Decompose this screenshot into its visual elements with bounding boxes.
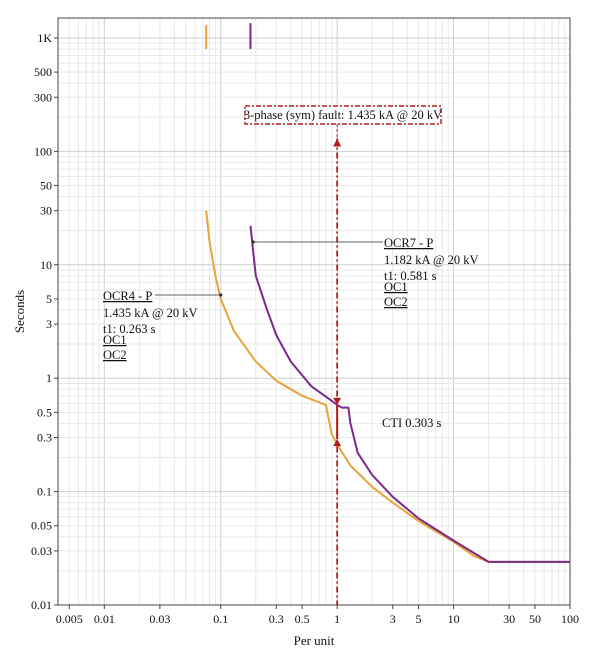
- x-tick-label: 0.03: [149, 612, 170, 626]
- ocr7-annotation-line: OC2: [384, 295, 408, 309]
- y-tick-label: 0.3: [37, 430, 52, 444]
- y-tick-label: 100: [34, 144, 52, 158]
- x-tick-label: 0.1: [213, 612, 228, 626]
- y-tick-label: 10: [40, 258, 52, 272]
- ocr7-annotation-line: OC1: [384, 280, 408, 294]
- y-tick-label: 0.03: [31, 544, 52, 558]
- x-tick-label: 10: [448, 612, 460, 626]
- fault-arrow-head: [333, 138, 342, 147]
- x-tick-label: 0.01: [94, 612, 115, 626]
- x-tick-label: 100: [561, 612, 579, 626]
- x-tick-label: 50: [529, 612, 541, 626]
- cti-arrow-bottom: [333, 439, 342, 447]
- ocr4-annotation-line: 1.435 kA @ 20 kV: [103, 306, 198, 320]
- ocr7-annotation-line: t1: 0.581 s: [384, 269, 437, 283]
- ocr4-leader-dot: [219, 293, 223, 297]
- series-layer: [205, 23, 570, 563]
- y-tick-label: 3: [46, 317, 52, 331]
- ocr7-leader-dot: [251, 240, 255, 244]
- y-tick-label: 30: [40, 204, 52, 218]
- ocr7-annotation-line: 1.182 kA @ 20 kV: [384, 253, 479, 267]
- fault-label-box: [244, 105, 442, 125]
- x-tick-label: 30: [503, 612, 515, 626]
- y-axis-title: Seconds: [12, 290, 27, 333]
- fault-label: 3-phase (sym) fault: 1.435 kA @ 20 kV: [244, 108, 442, 122]
- x-tick-label: 1: [334, 612, 340, 626]
- ocr4-annotation-line: t1: 0.263 s: [103, 322, 156, 336]
- cti-arrow-top: [333, 397, 342, 405]
- ocr4-annotation-line: OCR4 - P: [103, 289, 152, 303]
- y-tick-label: 0.01: [31, 598, 52, 612]
- y-tick-label: 5: [46, 292, 52, 306]
- y-tick-label: 1K: [37, 31, 52, 45]
- series-curve-1: [205, 210, 570, 563]
- ocr7-annotation-line: OCR7 - P: [384, 236, 433, 250]
- series-curve-2: [249, 225, 570, 563]
- fault-layer: 3-phase (sym) fault: 1.435 kA @ 20 kV: [244, 105, 442, 605]
- x-axis-title: Per unit: [294, 633, 335, 648]
- x-tick-label: 5: [416, 612, 422, 626]
- y-tick-label: 0.5: [37, 405, 52, 419]
- x-tick-label: 3: [390, 612, 396, 626]
- y-tick-label: 0.05: [31, 519, 52, 533]
- y-tick-label: 300: [34, 90, 52, 104]
- axis-ticks: 0.005 0.01 0.03 0.1 0.3 0.5 1 3 5 10 30 50 100 0.01 0.…: [31, 31, 579, 626]
- x-tick-label: 0.3: [269, 612, 284, 626]
- plot-area-frame: [57, 17, 571, 606]
- cti-annotation: CTI 0.303 s: [382, 416, 442, 430]
- ocr4-annotation-line: OC1: [103, 333, 127, 347]
- x-tick-label: 0.5: [295, 612, 310, 626]
- grid-lines: [57, 18, 571, 606]
- y-tick-label: 1: [46, 371, 52, 385]
- ocr4-annotation-line: OC2: [103, 348, 127, 362]
- y-tick-label: 50: [40, 179, 52, 193]
- y-tick-label: 500: [34, 65, 52, 79]
- y-tick-label: 0.1: [37, 485, 52, 499]
- x-tick-label: 0.005: [56, 612, 83, 626]
